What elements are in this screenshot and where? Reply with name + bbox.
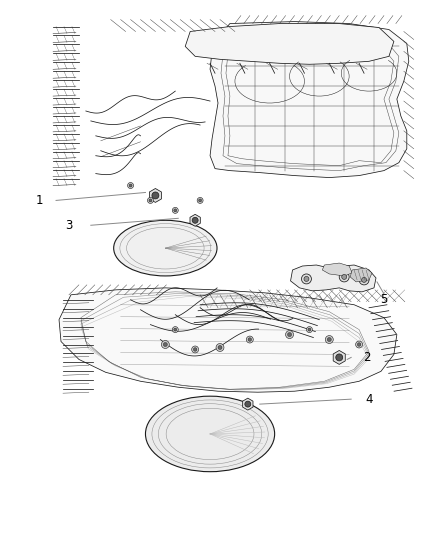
- Ellipse shape: [114, 220, 217, 276]
- Circle shape: [248, 338, 251, 341]
- Circle shape: [163, 343, 167, 346]
- Polygon shape: [290, 265, 376, 292]
- Circle shape: [327, 337, 331, 342]
- Polygon shape: [322, 263, 352, 276]
- Ellipse shape: [145, 396, 275, 472]
- Circle shape: [174, 209, 177, 212]
- Polygon shape: [333, 351, 345, 365]
- Circle shape: [172, 207, 178, 213]
- Circle shape: [359, 275, 369, 285]
- Circle shape: [148, 197, 153, 204]
- Polygon shape: [243, 398, 253, 410]
- Circle shape: [325, 336, 333, 343]
- Circle shape: [129, 184, 132, 187]
- Text: 4: 4: [365, 393, 373, 406]
- Circle shape: [288, 333, 292, 336]
- Circle shape: [301, 274, 311, 284]
- Circle shape: [336, 354, 343, 361]
- Circle shape: [152, 192, 159, 199]
- Circle shape: [218, 345, 222, 350]
- Polygon shape: [210, 21, 409, 177]
- Circle shape: [127, 182, 134, 189]
- Circle shape: [286, 330, 293, 338]
- Circle shape: [356, 341, 363, 348]
- Text: 1: 1: [35, 194, 43, 207]
- Text: 2: 2: [363, 351, 371, 364]
- Polygon shape: [59, 288, 397, 392]
- Polygon shape: [350, 268, 372, 282]
- Circle shape: [174, 328, 177, 331]
- Text: 5: 5: [380, 293, 388, 306]
- Circle shape: [197, 197, 203, 204]
- Circle shape: [362, 278, 367, 282]
- Circle shape: [192, 217, 198, 223]
- Circle shape: [192, 346, 198, 353]
- Circle shape: [246, 336, 253, 343]
- Circle shape: [194, 348, 197, 351]
- Circle shape: [357, 343, 361, 346]
- Circle shape: [307, 327, 312, 333]
- Text: 3: 3: [65, 219, 73, 232]
- Circle shape: [308, 328, 311, 331]
- Polygon shape: [149, 189, 162, 203]
- Polygon shape: [185, 23, 394, 64]
- Circle shape: [161, 341, 170, 349]
- Circle shape: [216, 343, 224, 351]
- Circle shape: [339, 272, 349, 282]
- Circle shape: [304, 277, 309, 281]
- Circle shape: [198, 199, 201, 202]
- Polygon shape: [190, 214, 200, 226]
- Circle shape: [342, 274, 347, 279]
- Circle shape: [245, 401, 251, 407]
- Circle shape: [172, 327, 178, 333]
- Circle shape: [149, 199, 152, 202]
